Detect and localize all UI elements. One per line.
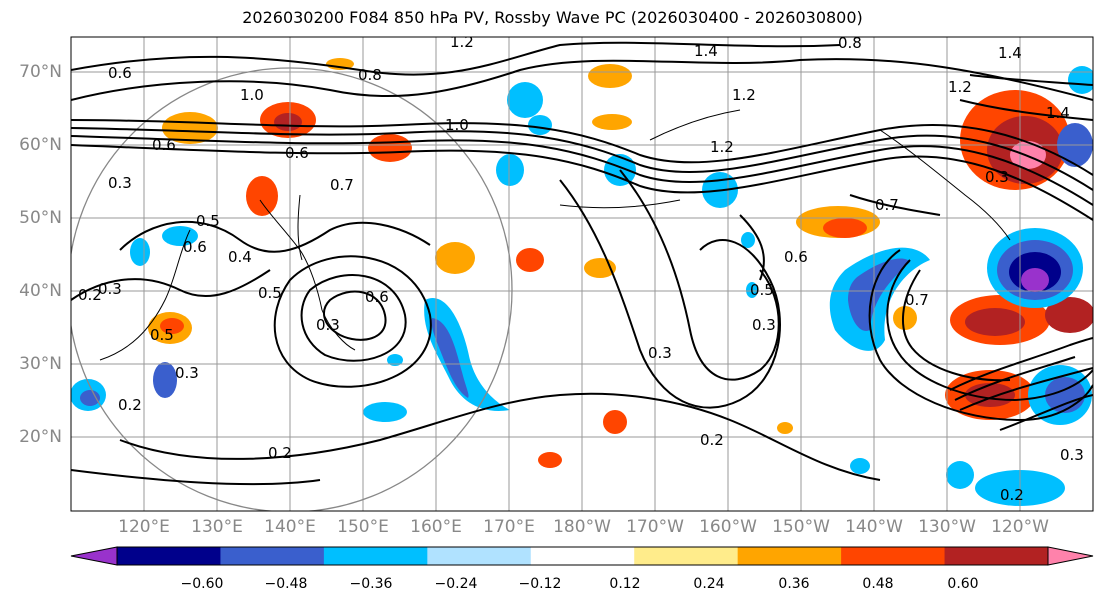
contour-label: 0.6 <box>784 248 808 266</box>
colorbar-segment <box>530 547 635 565</box>
anomaly-shading <box>71 58 1093 506</box>
contour-label: 0.6 <box>108 64 132 82</box>
colorbar-tick-label: −0.48 <box>264 576 308 592</box>
contour-label: 0.3 <box>175 364 199 382</box>
colorbar-tick-label: 0.12 <box>609 576 641 592</box>
lon-label: 140°W <box>845 517 903 537</box>
contour-label: 1.2 <box>732 86 756 104</box>
lon-label: 160°E <box>410 517 462 537</box>
colorbar-tick-label: 0.24 <box>693 576 725 592</box>
colorbar-segment <box>841 547 946 565</box>
contour-label: 0.2 <box>1000 486 1024 504</box>
colorbar-segment <box>634 547 739 565</box>
contour-label: 0.6 <box>183 238 207 256</box>
contour-label: 0.2 <box>78 286 102 304</box>
contour-label: 0.8 <box>838 34 862 52</box>
contour-label: 1.0 <box>240 86 264 104</box>
contour-label: 0.2 <box>700 431 724 449</box>
contour-label: 1.0 <box>445 116 469 134</box>
contour-label: 0.3 <box>316 316 340 334</box>
contour-label: 1.4 <box>1046 104 1070 122</box>
colorbar-tick-label: 0.48 <box>862 576 894 592</box>
lon-label: 150°E <box>337 517 389 537</box>
contour-label: 0.5 <box>750 281 774 299</box>
colorbar-segment <box>323 547 428 565</box>
contour-label: 0.3 <box>108 174 132 192</box>
colorbar-segment <box>944 547 1049 565</box>
contour-label: 0.8 <box>358 66 382 84</box>
lon-label: 130°E <box>191 517 243 537</box>
colorbar-tick-label: −0.36 <box>349 576 393 592</box>
contour-labels: 0.6 0.8 1.0 1.2 1.4 1.2 0.8 1.4 1.2 1.4 … <box>78 33 1084 504</box>
lon-label: 130°W <box>918 517 976 537</box>
map-title: 2026030200 F084 850 hPa PV, Rossby Wave … <box>242 8 863 27</box>
radius-circle <box>71 67 513 511</box>
colorbar-tick-label: −0.24 <box>434 576 478 592</box>
contour-label: 0.3 <box>752 316 776 334</box>
lon-label: 180°W <box>553 517 611 537</box>
lat-label: 20°N <box>19 427 62 447</box>
contour-label: 0.3 <box>1060 446 1084 464</box>
lat-label: 40°N <box>19 281 62 301</box>
lon-label: 170°E <box>483 517 535 537</box>
lat-label: 50°N <box>19 208 62 228</box>
lat-label: 30°N <box>19 354 62 374</box>
contour-label: 0.3 <box>98 280 122 298</box>
colorbar-segment <box>117 547 221 565</box>
graticule <box>71 37 1093 511</box>
colorbar-segment <box>220 547 325 565</box>
contour-label: 0.7 <box>905 291 929 309</box>
lat-label: 60°N <box>19 135 62 155</box>
contour-label: 1.2 <box>710 138 734 156</box>
contour-label: 0.7 <box>330 176 354 194</box>
colorbar <box>70 546 1094 566</box>
lon-label: 170°W <box>626 517 684 537</box>
contour-label: 1.4 <box>998 44 1022 62</box>
contour-label: 0.6 <box>365 288 389 306</box>
contour-label: 0.5 <box>258 284 282 302</box>
contour-label: 0.5 <box>196 212 220 230</box>
contour-label: 0.2 <box>268 444 292 462</box>
lat-label: 70°N <box>19 62 62 82</box>
contour-label: 0.5 <box>150 326 174 344</box>
lon-label: 120°E <box>118 517 170 537</box>
lon-label: 140°E <box>264 517 316 537</box>
contour-label: 0.3 <box>648 344 672 362</box>
contour-label: 0.7 <box>875 196 899 214</box>
contour-label: 0.4 <box>228 248 252 266</box>
colorbar-tick-label: −0.12 <box>518 576 562 592</box>
lon-label: 150°W <box>772 517 830 537</box>
lon-label: 160°W <box>699 517 757 537</box>
colorbar-segment <box>427 547 532 565</box>
colorbar-tick-label: −0.60 <box>180 576 224 592</box>
contour-label: 0.6 <box>152 136 176 154</box>
colorbar-segment <box>737 547 842 565</box>
contour-label: 1.2 <box>450 33 474 51</box>
colorbar-extend-low <box>70 546 118 566</box>
contour-label: 1.4 <box>694 42 718 60</box>
colorbar-tick-label: 0.36 <box>778 576 810 592</box>
map-frame <box>70 36 1094 512</box>
colorbar-extend-high <box>1047 546 1094 566</box>
contour-label: 0.3 <box>985 168 1009 186</box>
colorbar-tick-label: 0.60 <box>947 576 979 592</box>
colorbar-border <box>116 546 1049 566</box>
contour-label: 1.2 <box>948 78 972 96</box>
contour-label: 0.6 <box>285 144 309 162</box>
lon-label: 120°W <box>991 517 1049 537</box>
pv-contours <box>71 41 1093 486</box>
contour-label: 0.2 <box>118 396 142 414</box>
